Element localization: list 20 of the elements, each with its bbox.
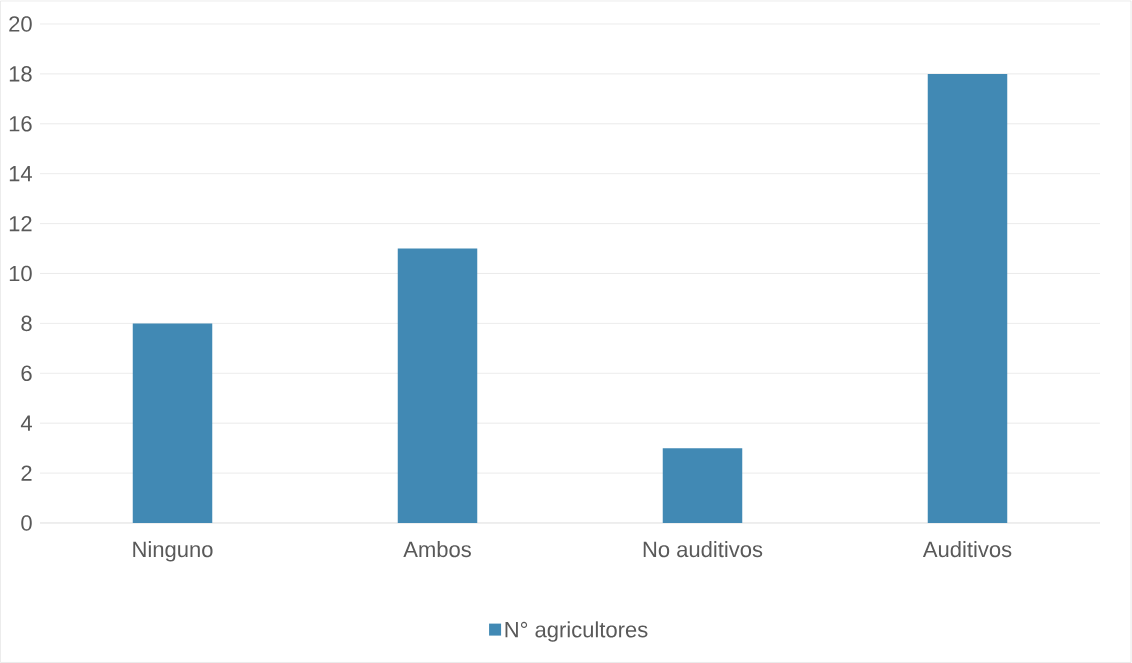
y-tick-label: 2 (21, 465, 32, 481)
y-tick-label: 8 (21, 315, 32, 332)
y-tick-label: 6 (21, 365, 32, 382)
y-tick-label: 20 (9, 16, 32, 32)
y-tick-label: 12 (9, 215, 32, 232)
y-tick-label: 18 (9, 66, 32, 82)
x-tick-label: No auditivos (643, 541, 763, 558)
x-tick-label: Ninguno (133, 541, 213, 562)
legend-label: N° agricultores (505, 621, 648, 642)
bar (927, 73, 1008, 523)
bar (662, 448, 743, 523)
y-tick-label: 16 (9, 115, 32, 132)
y-tick-label: 0 (21, 515, 32, 531)
bar (397, 248, 478, 523)
y-tick-label: 14 (9, 166, 32, 182)
bar (132, 323, 213, 523)
x-tick-label: Ambos (403, 541, 471, 558)
x-tick-label: Auditivos (922, 541, 1012, 558)
y-tick-label: 10 (9, 265, 32, 282)
y-tick-label: 4 (20, 415, 32, 431)
